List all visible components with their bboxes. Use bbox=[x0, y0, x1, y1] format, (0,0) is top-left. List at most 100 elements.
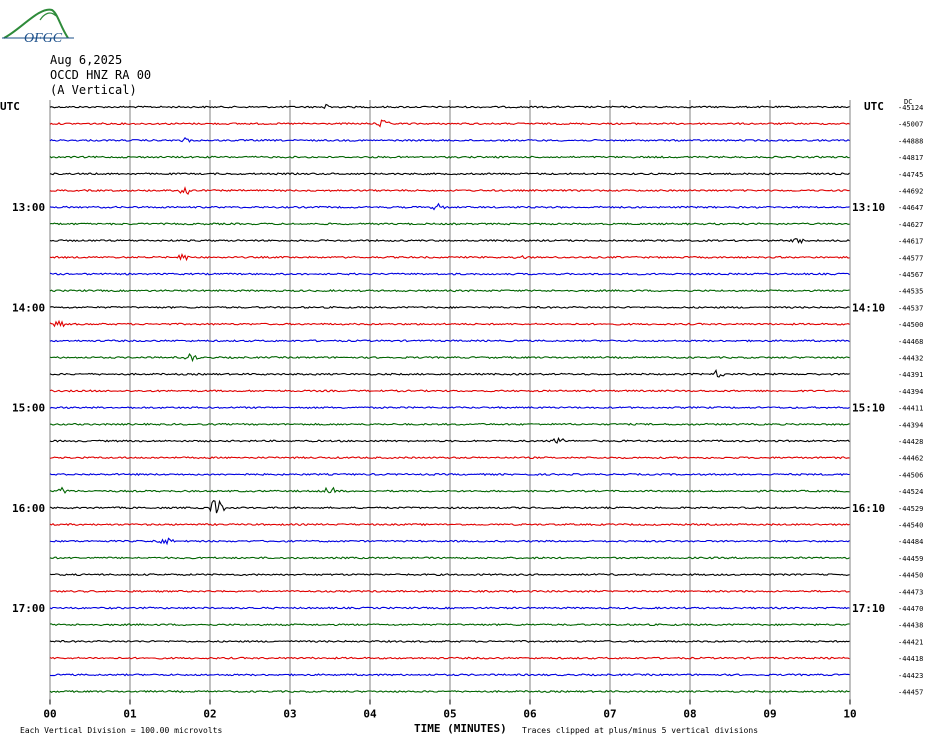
trace-line bbox=[49, 222, 850, 226]
trace-line bbox=[49, 499, 850, 514]
dc-offset-label: -44535 bbox=[898, 288, 923, 296]
dc-offset-label: -44627 bbox=[898, 221, 923, 229]
trace-line bbox=[49, 656, 850, 660]
dc-offset-label: -44817 bbox=[898, 154, 923, 162]
right-hour-label: 13:10 bbox=[852, 201, 885, 214]
dc-offset-label: -44745 bbox=[898, 171, 923, 179]
dc-offset-label: -44470 bbox=[898, 605, 923, 613]
logo-swoosh bbox=[3, 8, 69, 39]
dc-offset-label: -44459 bbox=[898, 555, 923, 563]
dc-offset-label: -44394 bbox=[898, 388, 923, 396]
trace-line bbox=[49, 136, 850, 143]
dc-offset-label: -44432 bbox=[898, 355, 923, 363]
dc-offset-label: -44577 bbox=[898, 254, 923, 262]
trace-line bbox=[49, 573, 850, 577]
logo-swoosh-inner bbox=[39, 12, 57, 21]
right-hour-label: 14:10 bbox=[852, 301, 885, 314]
right-hour-label: 15:10 bbox=[852, 402, 885, 415]
dc-offset-label: -44418 bbox=[898, 655, 923, 663]
dc-offset-label: -44462 bbox=[898, 455, 923, 463]
x-axis-label: TIME (MINUTES) bbox=[414, 722, 507, 735]
dc-offset-label: -44438 bbox=[898, 622, 923, 630]
left-hour-label: 13:00 bbox=[12, 201, 45, 214]
right-hour-label: 16:10 bbox=[852, 502, 885, 515]
dc-offset-label: -44394 bbox=[898, 421, 923, 429]
dc-offset-label: -44428 bbox=[898, 438, 923, 446]
trace-line bbox=[49, 406, 850, 410]
dc-offset-label: -44888 bbox=[898, 137, 923, 145]
trace-line bbox=[49, 556, 850, 560]
trace-line bbox=[49, 368, 850, 378]
header-date: Aug 6,2025 bbox=[50, 53, 123, 67]
trace-line bbox=[49, 172, 850, 176]
dc-offset-label: -44457 bbox=[898, 689, 923, 697]
trace-line bbox=[49, 486, 850, 494]
footer-right-note: Traces clipped at plus/minus 5 vertical … bbox=[522, 726, 758, 735]
trace-line bbox=[49, 186, 850, 196]
dc-offset-label: -44500 bbox=[898, 321, 923, 329]
left-unit-label: UTC bbox=[0, 100, 20, 113]
dc-offset-label: -44484 bbox=[898, 538, 923, 546]
x-tick-label: 09 bbox=[763, 708, 776, 721]
trace-line bbox=[49, 289, 850, 293]
x-tick-label: 05 bbox=[443, 708, 456, 721]
dc-offset-label: -44506 bbox=[898, 471, 923, 479]
trace-line bbox=[49, 689, 850, 693]
trace-line bbox=[49, 537, 850, 546]
trace-line bbox=[49, 422, 850, 426]
x-tick-label: 03 bbox=[283, 708, 296, 721]
right-unit-label: UTC bbox=[864, 100, 884, 113]
dc-offset-label: -44473 bbox=[898, 588, 923, 596]
trace-line bbox=[49, 155, 850, 159]
dc-offset-label: -44423 bbox=[898, 672, 923, 680]
x-tick-label: 02 bbox=[203, 708, 216, 721]
x-tick-label: 06 bbox=[523, 708, 537, 721]
dc-offset-label: -44617 bbox=[898, 238, 923, 246]
x-tick-label: 10 bbox=[843, 708, 856, 721]
dc-offset-label: -44537 bbox=[898, 304, 923, 312]
footer-left-note: Each Vertical Division = 100.00 microvol… bbox=[20, 726, 222, 735]
trace-line bbox=[49, 319, 850, 328]
trace-line bbox=[49, 103, 850, 109]
x-tick-label: 01 bbox=[123, 708, 137, 721]
trace-line bbox=[49, 272, 850, 276]
trace-line bbox=[49, 456, 850, 460]
dc-offset-label: -45007 bbox=[898, 121, 923, 129]
trace-line bbox=[49, 238, 850, 245]
trace-line bbox=[49, 339, 850, 343]
header-component: (A Vertical) bbox=[50, 83, 137, 97]
trace-line bbox=[49, 522, 850, 527]
dc-offset-label: -44647 bbox=[898, 204, 923, 212]
dc-offset-label: -44468 bbox=[898, 338, 923, 346]
trace-line bbox=[49, 589, 850, 593]
trace-line bbox=[49, 639, 850, 643]
dc-offset-label: -44540 bbox=[898, 522, 923, 530]
dc-offset-label: -44421 bbox=[898, 638, 923, 646]
trace-line bbox=[49, 389, 850, 393]
dc-offset-label: -44411 bbox=[898, 405, 923, 413]
left-hour-label: 14:00 bbox=[12, 301, 45, 314]
trace-line bbox=[49, 472, 850, 476]
trace-line bbox=[49, 252, 850, 262]
x-tick-label: 04 bbox=[363, 708, 377, 721]
right-hour-label: 17:10 bbox=[852, 602, 885, 615]
dc-offset-label: -44524 bbox=[898, 488, 923, 496]
dc-offset-label: -44692 bbox=[898, 188, 923, 196]
x-tick-label: 00 bbox=[43, 708, 56, 721]
trace-line bbox=[49, 673, 850, 677]
label-group: 00 01 02 03 04 05 06 07 08 09 10 -45124 -45007 -44888… bbox=[12, 104, 923, 721]
trace-group bbox=[49, 103, 850, 693]
trace-line bbox=[50, 623, 850, 627]
header-station: OCCD HNZ RA 00 bbox=[50, 68, 152, 82]
dc-offset-label: -44529 bbox=[898, 505, 923, 513]
trace-line bbox=[49, 202, 850, 211]
dc-offset-label: -44391 bbox=[898, 371, 923, 379]
left-hour-label: 17:00 bbox=[12, 602, 45, 615]
trace-line bbox=[49, 119, 850, 128]
dc-label: DC bbox=[904, 98, 912, 106]
ofgc-logo: OFGC bbox=[2, 8, 74, 46]
left-hour-label: 16:00 bbox=[12, 502, 45, 515]
trace-line bbox=[49, 606, 850, 610]
dc-offset-label: -44450 bbox=[898, 572, 923, 580]
